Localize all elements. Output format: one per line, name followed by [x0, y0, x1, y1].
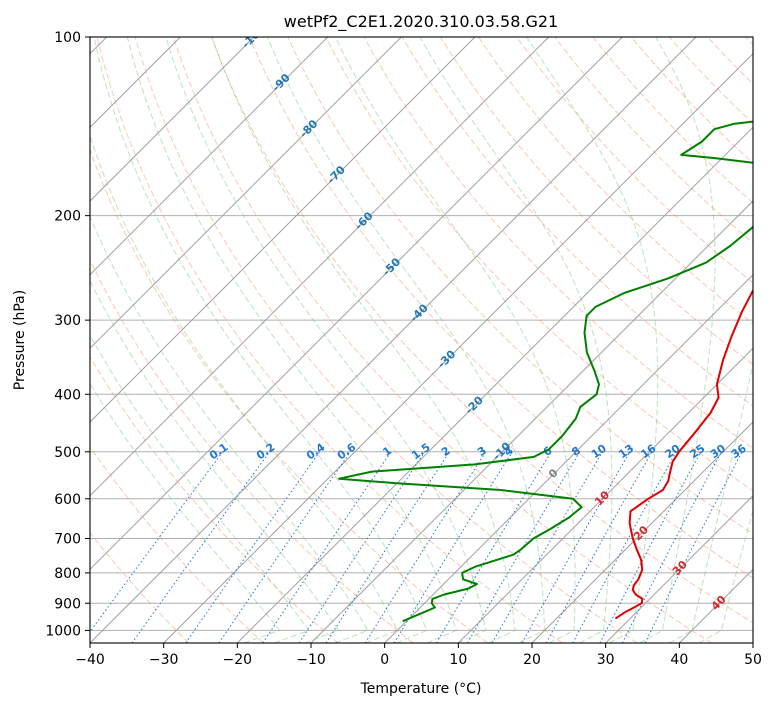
isotherm-line: [90, 37, 402, 350]
sounding-line: [614, 288, 753, 620]
y-axis-ticks: 100 200 300 400 500 600 700 800 900 1000: [45, 30, 90, 639]
x-axis-label: Temperature (°C): [360, 681, 482, 697]
dry-adiabat-line: [211, 37, 753, 624]
x-tick-label: −40: [75, 652, 105, 668]
mixing-ratio-line: [644, 451, 743, 643]
moist-adiabat-line: [90, 382, 281, 643]
y-tick-label: 200: [54, 209, 81, 225]
dry-adiabat-line: [478, 37, 753, 325]
mixing-ratio-line: [521, 451, 631, 643]
plot-area: -100-90-80-70-60-50-40-30-20-10010203040…: [90, 37, 753, 643]
dry-adiabat-line: [516, 37, 753, 284]
mixing-ratio-line: [218, 451, 351, 643]
dry-adiabat-line: [134, 37, 638, 643]
dry-adiabat-line: [325, 37, 753, 492]
isotherm-line: [236, 126, 753, 643]
mixing-ratio-line: [185, 451, 321, 643]
y-axis-label: Pressure (hPa): [12, 290, 28, 390]
dry-adiabat-line: [90, 531, 190, 643]
mixing-ratio-line: [545, 451, 653, 643]
pressure-gridlines: [90, 37, 753, 631]
y-tick-label: 800: [54, 566, 81, 582]
isotherm-line: [90, 37, 550, 497]
moist-adiabat-line: [90, 334, 310, 643]
isotherm-line: [90, 37, 255, 202]
isotherm-line: [384, 273, 753, 643]
mixing-ratio-line: [131, 451, 271, 643]
mixing-ratio-line: [572, 451, 677, 643]
y-tick-label: 300: [54, 313, 81, 329]
dry-adiabat-line: [592, 37, 753, 204]
moist-adiabat-line: [669, 361, 753, 643]
x-tick-label: 0: [380, 652, 389, 668]
moist-adiabat-line: [526, 37, 659, 643]
mixing-ratio-line: [599, 451, 702, 643]
axes-frame: [89, 36, 754, 644]
y-tick-label: 400: [54, 387, 81, 403]
isotherm-line: [90, 37, 329, 276]
x-tick-label: −20: [223, 652, 253, 668]
isotherm-line: [163, 52, 753, 643]
dry-adiabat-line: [96, 37, 563, 643]
mixing-ratio-line: [262, 451, 392, 643]
x-tick-label: 40: [670, 652, 688, 668]
y-tick-label: 500: [54, 445, 81, 461]
moist-adiabat-line: [698, 508, 753, 643]
moist-adiabat-line: [266, 37, 546, 643]
x-tick-label: 30: [597, 652, 615, 668]
dry-adiabat-line: [439, 37, 753, 366]
x-tick-label: 50: [744, 652, 762, 668]
isotherms: [90, 37, 753, 643]
y-tick-label: 600: [54, 492, 81, 508]
moist-adiabat-line: [126, 37, 457, 643]
mixing-ratio-line: [298, 451, 426, 643]
x-tick-label: 10: [449, 652, 467, 668]
y-tick-label: 700: [54, 532, 81, 548]
moist-adiabat-line: [90, 215, 369, 643]
isotherm-line: [90, 37, 697, 643]
moist-adiabat-line: [419, 37, 613, 643]
dry-adiabat-line: [90, 148, 488, 643]
moist-adiabat-line: [90, 134, 398, 643]
sounding-line: [338, 120, 753, 623]
dry-adiabat-line: [401, 37, 753, 407]
dry-adiabats: [90, 37, 753, 643]
isotherm-line: [457, 347, 753, 643]
y-tick-label: 900: [54, 596, 81, 612]
dry-adiabat-line: [249, 37, 753, 579]
dry-adiabat-line: [90, 258, 414, 643]
dry-adiabat-line: [90, 355, 339, 643]
y-tick-label: 100: [54, 30, 81, 46]
x-tick-label: −10: [296, 652, 326, 668]
dry-adiabat-line: [554, 37, 753, 244]
mixing-ratio-line: [435, 451, 552, 643]
moist-adiabat-line: [639, 37, 716, 643]
isotherm-line: [531, 421, 753, 643]
isotherm-line: [90, 37, 623, 571]
mixing-ratio-lines: [90, 451, 743, 643]
x-tick-label: −30: [149, 652, 179, 668]
mixing-ratio-line: [364, 451, 487, 643]
moist-adiabat-line: [334, 37, 576, 643]
mixing-ratio-line: [325, 451, 451, 643]
moist-adiabat-line: [165, 37, 487, 643]
dry-adiabat-line: [287, 37, 753, 535]
chart-title: wetPf2_C2E1.2020.310.03.58.G21: [284, 12, 558, 32]
x-tick-label: 20: [523, 652, 541, 668]
dry-adiabat-line: [630, 37, 753, 164]
x-axis-ticks: −40 −30 −20 −10 0 10 20 30 40 50: [75, 643, 762, 668]
y-tick-label: 1000: [45, 623, 81, 639]
sounding-series: [338, 120, 753, 623]
isotherm-line: [90, 37, 476, 423]
isotherm-line: [605, 494, 753, 643]
mixing-ratio-line: [90, 451, 224, 633]
moist-adiabat-line: [93, 37, 428, 643]
isotherm-line: [310, 200, 753, 643]
